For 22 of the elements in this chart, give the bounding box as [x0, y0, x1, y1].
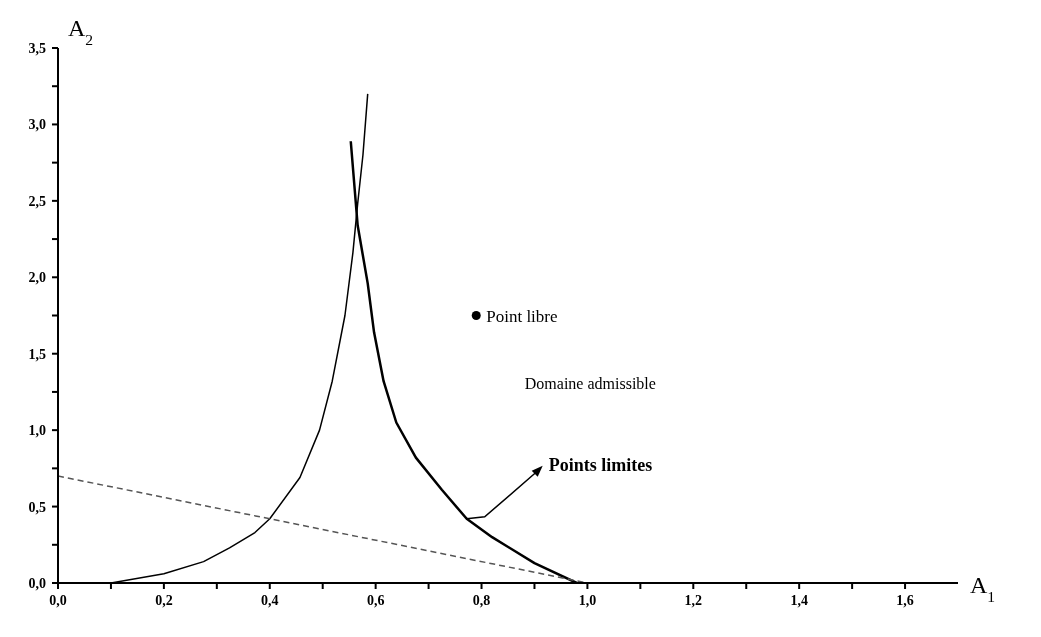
annotation: Domaine admissible: [524, 375, 656, 393]
y-tick-label: 3,0: [28, 117, 46, 133]
y-tick-label: 1,5: [28, 346, 46, 362]
x-tick-label: 1,0: [578, 593, 597, 608]
x-tick-label: 0,6: [366, 593, 385, 608]
x-tick-label: 0,4: [261, 593, 279, 608]
x-tick-label: 0,2: [155, 593, 173, 608]
y-tick-label: 2,5: [28, 193, 46, 209]
y-tick-label: 0,5: [28, 499, 46, 515]
x-tick-label: 0,8: [472, 593, 491, 608]
x-tick-label: 1,6: [896, 593, 914, 608]
y-tick-label: 2,0: [28, 270, 46, 286]
y-tick-label: 1,0: [28, 423, 46, 439]
x-tick-label: 0,0: [49, 593, 67, 608]
y-tick-label: 0,0: [28, 576, 46, 591]
x-tick-label: 1,4: [790, 593, 808, 608]
y-axis-title: A$_{2}$: [68, 15, 94, 48]
x-tick-label: 1,2: [684, 593, 703, 608]
annotation: Points limites: [548, 454, 653, 475]
y-tick-label: 3,5: [28, 41, 46, 56]
annotation: Point libre: [486, 306, 558, 326]
x-axis-title: A$_{1}$: [970, 572, 996, 605]
